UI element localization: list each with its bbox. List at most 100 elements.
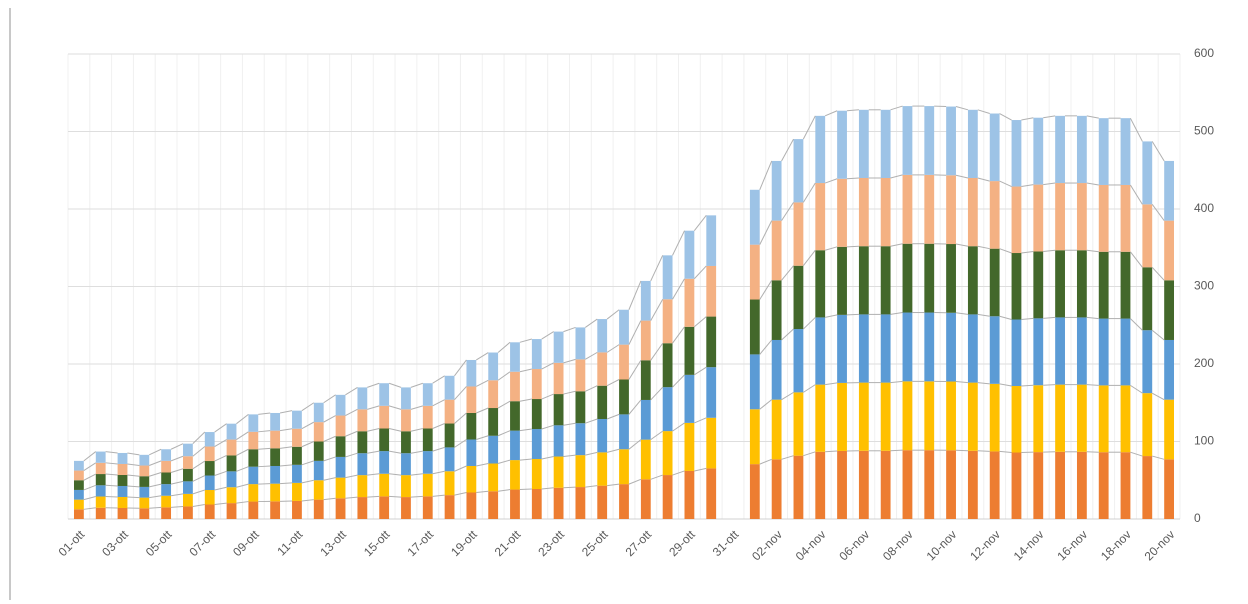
series-line xyxy=(759,160,773,190)
bar-segment xyxy=(1055,250,1065,318)
series-line xyxy=(323,477,336,481)
series-line xyxy=(672,326,685,344)
series-line xyxy=(955,243,969,247)
series-line xyxy=(410,427,423,432)
bar-segment xyxy=(422,428,433,452)
series-line xyxy=(301,479,314,484)
bar-segment xyxy=(662,387,673,432)
y-tick-label: 200 xyxy=(1194,356,1214,370)
bar-segment xyxy=(379,428,390,452)
series-line xyxy=(781,455,794,460)
series-line xyxy=(214,470,227,476)
series-line xyxy=(1043,316,1056,319)
bar-segment xyxy=(946,381,956,451)
bar-segment xyxy=(1120,184,1131,252)
bar-segment xyxy=(335,477,346,499)
series-line xyxy=(170,455,184,462)
series-line xyxy=(694,467,707,472)
bar-segment xyxy=(117,463,128,475)
series-line xyxy=(1151,329,1165,341)
y-tick-label: 300 xyxy=(1194,279,1214,293)
bar-segment xyxy=(466,492,477,519)
series-line xyxy=(345,474,358,479)
series-line xyxy=(519,488,532,491)
bar-segment xyxy=(662,431,673,476)
series-line xyxy=(410,382,424,388)
series-line xyxy=(977,245,990,250)
series-line xyxy=(803,451,816,457)
bar-segment xyxy=(967,109,978,178)
series-line xyxy=(541,362,554,370)
series-line xyxy=(279,446,293,449)
series-line xyxy=(83,496,96,501)
series-line xyxy=(345,452,358,458)
series-line xyxy=(802,317,816,330)
bar-segment xyxy=(1076,250,1087,318)
bar-segment xyxy=(1164,339,1175,400)
series-line xyxy=(367,405,380,410)
bar-segment xyxy=(880,109,891,178)
bar-segment xyxy=(444,495,455,519)
series-line xyxy=(345,386,358,396)
series-line xyxy=(650,474,663,480)
bar-segment xyxy=(292,410,302,429)
bar-segment xyxy=(444,423,455,448)
bar-segment xyxy=(444,399,455,424)
bar-segment xyxy=(946,244,956,313)
series-line xyxy=(519,428,532,432)
bar-segment xyxy=(466,465,477,493)
bar-segment xyxy=(1120,452,1131,519)
series-line xyxy=(301,421,315,430)
series-line xyxy=(672,230,685,256)
series-line xyxy=(585,451,598,456)
bar-segment xyxy=(139,454,150,466)
bar-segment xyxy=(902,243,913,313)
series-line xyxy=(432,399,445,407)
bar-segment xyxy=(880,246,891,315)
series-line xyxy=(563,358,576,364)
series-line xyxy=(1086,316,1099,320)
bar-segment xyxy=(531,369,542,400)
bar-segment xyxy=(706,215,717,266)
series-line xyxy=(258,412,271,415)
series-line xyxy=(301,499,314,502)
series-line xyxy=(650,255,664,282)
bar-segment xyxy=(880,178,891,247)
bar-segment xyxy=(379,496,390,519)
bar-segment xyxy=(466,386,477,413)
series-line xyxy=(388,450,402,454)
bar-segment xyxy=(488,463,499,492)
series-line xyxy=(214,486,227,491)
series-line xyxy=(672,278,685,300)
series-line xyxy=(83,462,97,471)
bar-segment xyxy=(204,432,215,447)
y-tick-label: 600 xyxy=(1194,46,1214,60)
series-line xyxy=(606,448,620,453)
bar-segment xyxy=(510,371,520,402)
bar-segment xyxy=(793,139,804,203)
bar-segment xyxy=(684,422,695,471)
bar-segment xyxy=(73,499,84,510)
series-line xyxy=(672,374,685,388)
series-line xyxy=(846,109,859,112)
bar-segment xyxy=(488,491,499,519)
bar-segment xyxy=(270,465,281,484)
series-line xyxy=(1130,451,1143,457)
bar-segment xyxy=(510,460,520,490)
bar-segment xyxy=(531,429,542,460)
bar-segment xyxy=(815,250,826,318)
bar-segment xyxy=(226,455,237,472)
bar-segment xyxy=(161,507,172,519)
bar-segment xyxy=(335,436,346,457)
bar-segment xyxy=(967,382,978,451)
bar-segment xyxy=(662,255,673,300)
bar-segment xyxy=(597,452,608,486)
bar-segment xyxy=(706,468,717,519)
series-line xyxy=(519,368,532,373)
bar-segment xyxy=(706,417,717,469)
bar-segment xyxy=(837,450,847,519)
series-line xyxy=(585,385,598,392)
series-line xyxy=(170,468,184,473)
bar-segment xyxy=(902,450,913,519)
